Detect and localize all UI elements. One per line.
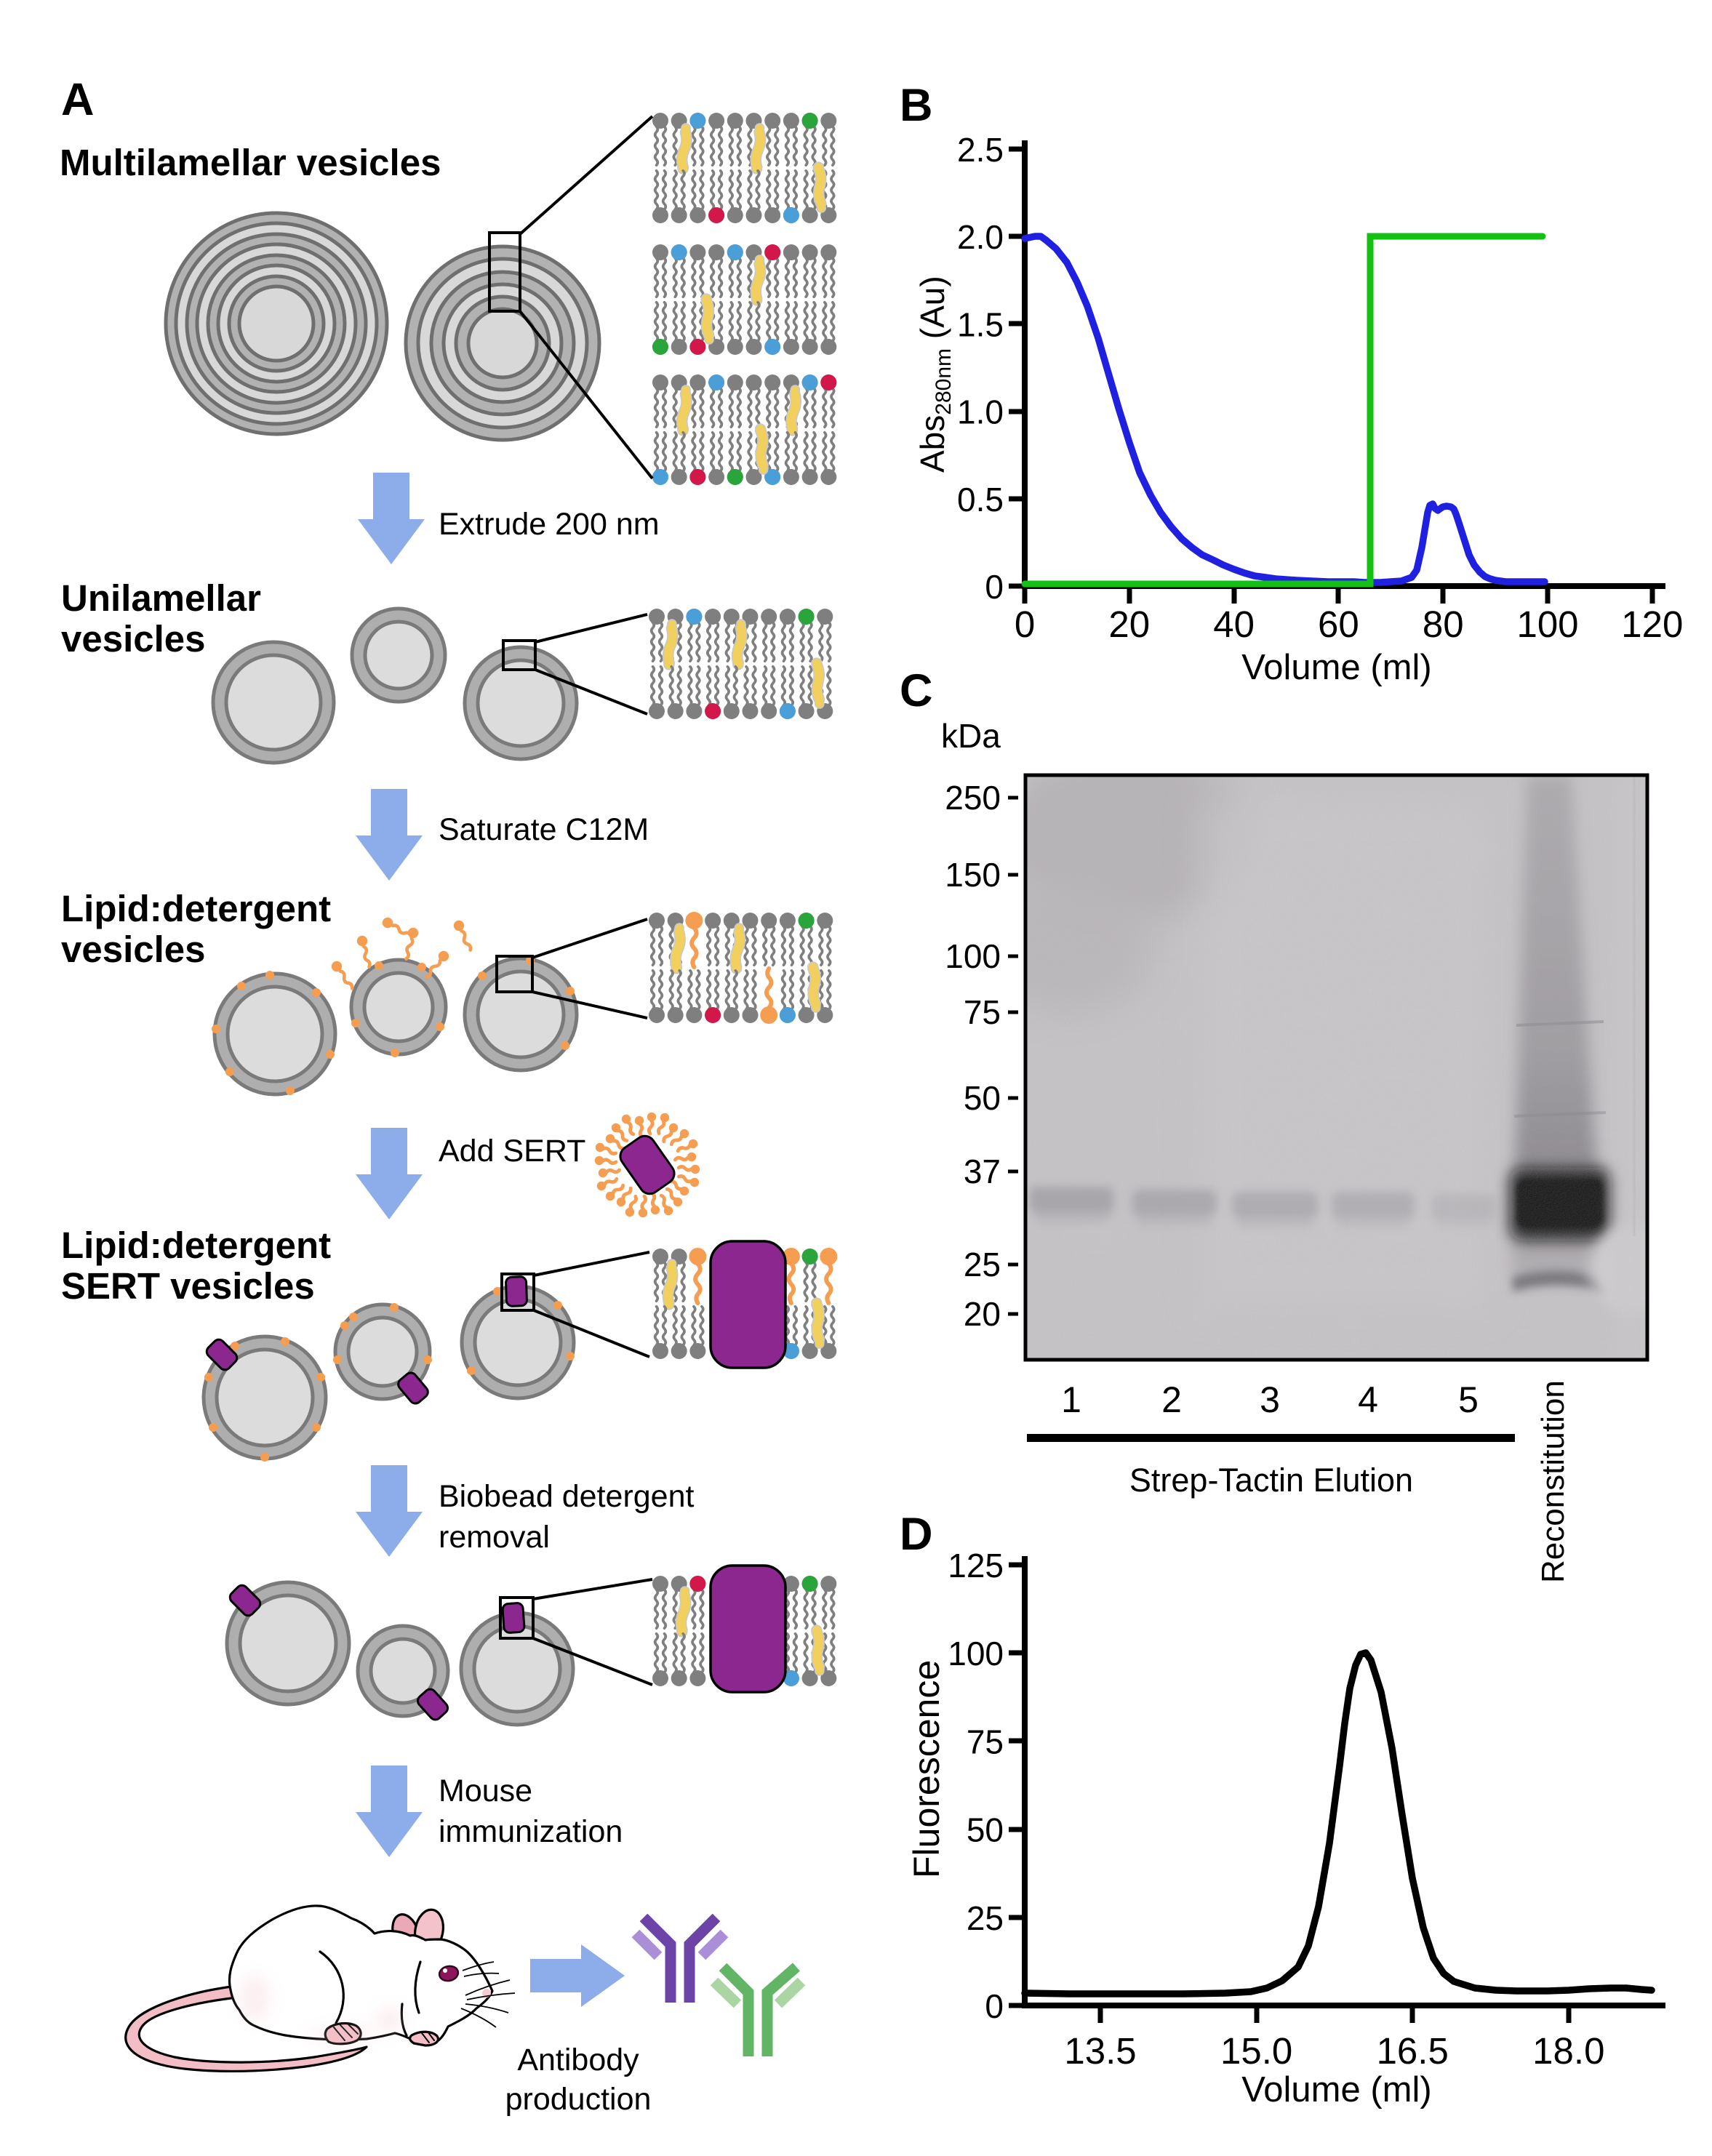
svg-text:25: 25	[967, 1899, 1004, 1937]
svg-text:20: 20	[1108, 604, 1150, 645]
svg-text:2: 2	[1161, 1379, 1182, 1420]
svg-text:150: 150	[945, 856, 1001, 894]
svg-text:15.0: 15.0	[1220, 2030, 1292, 2072]
svg-text:vesicles: vesicles	[61, 929, 206, 970]
svg-text:60: 60	[1318, 604, 1359, 645]
svg-text:A: A	[61, 74, 95, 125]
svg-text:vesicles: vesicles	[61, 618, 206, 660]
svg-text:50: 50	[964, 1079, 1001, 1117]
svg-text:80: 80	[1423, 604, 1464, 645]
svg-text:Volume (ml): Volume (ml)	[1241, 648, 1431, 687]
svg-text:100: 100	[1516, 604, 1578, 645]
svg-text:1.5: 1.5	[957, 305, 1004, 343]
svg-text:Add SERT: Add SERT	[439, 1134, 585, 1169]
svg-text:1.0: 1.0	[957, 393, 1004, 431]
svg-text:20: 20	[964, 1295, 1001, 1333]
svg-text:1: 1	[1061, 1379, 1081, 1420]
svg-text:immunization: immunization	[439, 1814, 623, 1849]
svg-text:Volume (ml): Volume (ml)	[1241, 2070, 1431, 2109]
svg-text:3: 3	[1260, 1379, 1280, 1420]
svg-text:0: 0	[1015, 604, 1035, 645]
svg-text:2.5: 2.5	[957, 131, 1004, 169]
svg-text:C: C	[900, 665, 933, 716]
svg-text:13.5: 13.5	[1064, 2030, 1136, 2072]
svg-text:75: 75	[964, 993, 1001, 1031]
svg-text:125: 125	[948, 1547, 1004, 1584]
svg-text:0: 0	[985, 1987, 1004, 2025]
svg-text:Reconstitution: Reconstitution	[1535, 1380, 1571, 1583]
svg-text:Lipid:detergent: Lipid:detergent	[61, 1225, 331, 1266]
svg-text:2.0: 2.0	[957, 218, 1004, 256]
svg-text:Antibody: Antibody	[517, 2043, 639, 2077]
svg-text:production: production	[505, 2082, 652, 2117]
svg-text:0: 0	[985, 568, 1004, 606]
svg-text:Fluorescence: Fluorescence	[906, 1660, 947, 1878]
svg-text:Saturate C12M: Saturate C12M	[439, 812, 649, 847]
svg-text:Strep-Tactin Elution: Strep-Tactin Elution	[1129, 1462, 1413, 1499]
svg-text:Lipid:detergent: Lipid:detergent	[61, 888, 331, 929]
svg-text:Mouse: Mouse	[439, 1774, 532, 1808]
svg-text:Unilamellar: Unilamellar	[61, 577, 261, 619]
svg-text:Multilamellar vesicles: Multilamellar vesicles	[60, 142, 441, 183]
svg-text:250: 250	[945, 779, 1001, 817]
svg-text:40: 40	[1213, 604, 1255, 645]
svg-text:75: 75	[967, 1723, 1004, 1760]
svg-text:Biobead detergent: Biobead detergent	[439, 1479, 695, 1514]
svg-text:16.5: 16.5	[1377, 2030, 1449, 2072]
svg-text:5: 5	[1458, 1379, 1479, 1420]
svg-text:0.5: 0.5	[957, 481, 1004, 518]
svg-text:25: 25	[964, 1246, 1001, 1283]
svg-text:120: 120	[1621, 604, 1683, 645]
svg-text:B: B	[900, 80, 933, 131]
svg-text:SERT vesicles: SERT vesicles	[61, 1265, 315, 1307]
svg-text:100: 100	[945, 937, 1001, 975]
svg-text:100: 100	[948, 1635, 1004, 1672]
svg-text:37: 37	[964, 1153, 1001, 1190]
svg-text:D: D	[900, 1509, 933, 1560]
svg-text:50: 50	[967, 1811, 1004, 1849]
svg-text:18.0: 18.0	[1532, 2030, 1604, 2072]
svg-text:removal: removal	[439, 1520, 550, 1555]
svg-text:Extrude 200 nm: Extrude 200 nm	[439, 507, 660, 542]
svg-text:kDa: kDa	[941, 717, 1001, 755]
svg-text:4: 4	[1358, 1379, 1378, 1420]
